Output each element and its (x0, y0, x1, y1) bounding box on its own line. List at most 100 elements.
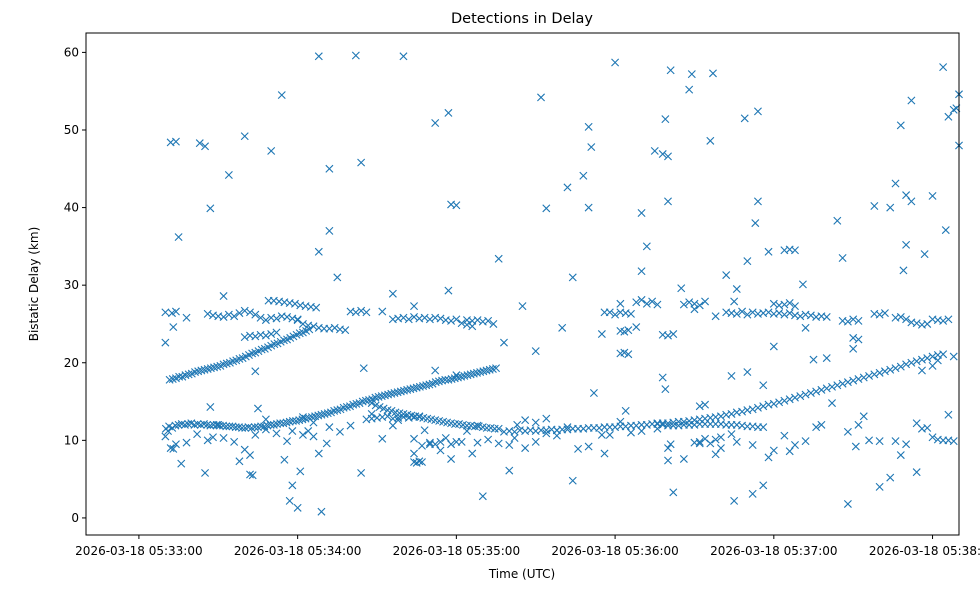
data-point-marker (272, 314, 281, 323)
data-point-marker (896, 362, 905, 371)
data-point-marker (174, 233, 183, 242)
data-point-marker (843, 317, 852, 326)
data-point-marker (419, 382, 428, 391)
data-point-marker (309, 322, 318, 331)
plot-frame (85, 32, 960, 536)
data-point-marker (169, 323, 178, 332)
data-point-marker (335, 427, 344, 436)
data-point-marker (558, 323, 567, 332)
data-point-marker (422, 381, 431, 390)
data-point-marker (708, 69, 717, 78)
data-point-marker (796, 392, 805, 401)
data-point-marker (711, 435, 720, 444)
data-point-marker (505, 466, 514, 475)
data-point-marker (764, 453, 773, 462)
data-point-marker (838, 254, 847, 262)
data-point-marker (854, 335, 863, 344)
data-point-marker (912, 468, 921, 477)
data-point-marker (436, 437, 445, 446)
data-point-marker (203, 436, 212, 445)
data-point-marker (907, 197, 916, 206)
data-point-marker (854, 375, 863, 384)
data-point-marker (291, 299, 299, 308)
data-point-marker (753, 107, 762, 116)
data-point-marker (597, 330, 606, 339)
data-point-marker (351, 308, 360, 317)
data-point-marker (272, 328, 281, 337)
data-point-marker (279, 419, 288, 428)
data-point-marker (563, 423, 572, 432)
data-point-marker (748, 441, 757, 449)
data-point-marker (730, 297, 739, 306)
data-point-marker (269, 420, 278, 429)
data-point-marker (270, 340, 279, 349)
x-tick-label: 2026-03-18 05:38:00 (869, 544, 980, 558)
data-point-marker (584, 442, 593, 451)
data-point-marker (314, 247, 323, 256)
data-point-marker (230, 312, 239, 321)
data-point-marker (325, 226, 334, 235)
data-point-marker (292, 416, 301, 425)
data-point-marker (616, 299, 625, 308)
data-point-marker (452, 201, 461, 210)
data-point-marker (182, 313, 191, 322)
data-point-marker (833, 216, 842, 225)
data-point-marker (341, 326, 350, 335)
data-point-marker (568, 476, 577, 485)
data-point-marker (339, 403, 348, 412)
data-point-marker (518, 302, 527, 311)
data-point-marker (377, 392, 386, 401)
data-point-marker (600, 449, 609, 458)
data-marks (161, 51, 963, 516)
data-point-marker (171, 307, 180, 316)
data-point-marker (320, 409, 329, 418)
data-point-marker (253, 404, 262, 413)
data-point-marker (399, 386, 408, 395)
data-point-marker (812, 387, 821, 396)
data-point-marker (484, 316, 493, 325)
data-point-marker (415, 382, 424, 391)
data-point-marker (859, 373, 868, 382)
data-point-marker (690, 438, 699, 447)
data-point-marker (488, 364, 497, 373)
data-point-marker (169, 444, 178, 453)
data-point-marker (902, 191, 911, 200)
y-tick-label: 20 (64, 356, 79, 370)
data-point-marker (664, 331, 672, 340)
data-point-marker (181, 371, 190, 380)
data-point-marker (716, 433, 725, 442)
data-point-marker (730, 496, 739, 505)
data-point-marker (482, 423, 491, 432)
data-point-marker (248, 471, 257, 480)
data-point-marker (669, 330, 678, 339)
data-point-marker (492, 364, 501, 373)
data-point-marker (632, 298, 641, 307)
data-point-marker (650, 146, 659, 155)
data-point-marker (785, 447, 794, 456)
data-point-marker (203, 420, 212, 429)
data-point-marker (457, 372, 466, 381)
data-point-marker (317, 507, 326, 516)
data-point-marker (161, 338, 170, 347)
data-point-marker (743, 310, 752, 319)
data-point-marker (891, 437, 900, 446)
data-point-marker (357, 158, 366, 167)
data-point-marker (241, 423, 250, 432)
data-point-marker (764, 247, 773, 256)
data-point-marker (790, 302, 799, 311)
data-point-marker (309, 432, 318, 441)
data-point-marker (494, 439, 503, 448)
data-point-marker (780, 300, 789, 309)
data-point-marker (616, 417, 625, 426)
data-point-marker (222, 359, 231, 368)
data-point-marker (200, 365, 209, 374)
y-tick-label: 50 (64, 123, 79, 137)
data-point-marker (624, 326, 633, 335)
data-point-marker (322, 439, 331, 448)
data-point-marker (314, 449, 323, 458)
data-point-marker (473, 421, 482, 430)
data-point-marker (653, 424, 662, 433)
data-point-marker (219, 312, 228, 321)
data-point-marker (499, 338, 508, 347)
